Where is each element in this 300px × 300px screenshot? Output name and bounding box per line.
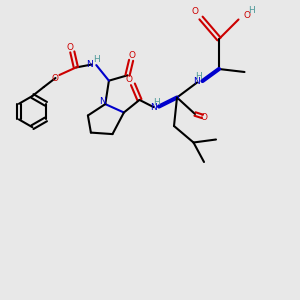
Text: N: N bbox=[193, 77, 200, 86]
Text: O: O bbox=[52, 74, 59, 83]
Text: H: H bbox=[248, 6, 254, 15]
Text: N: N bbox=[86, 60, 93, 69]
Text: N: N bbox=[100, 97, 106, 106]
Text: N: N bbox=[150, 103, 157, 112]
Text: O: O bbox=[126, 75, 133, 84]
Text: O: O bbox=[191, 7, 199, 16]
Text: H: H bbox=[94, 55, 100, 64]
Text: H: H bbox=[196, 72, 202, 81]
Text: H: H bbox=[153, 98, 160, 106]
Text: O: O bbox=[128, 51, 135, 60]
Text: O: O bbox=[66, 43, 74, 52]
Text: O: O bbox=[200, 113, 208, 122]
Text: O: O bbox=[244, 11, 251, 20]
